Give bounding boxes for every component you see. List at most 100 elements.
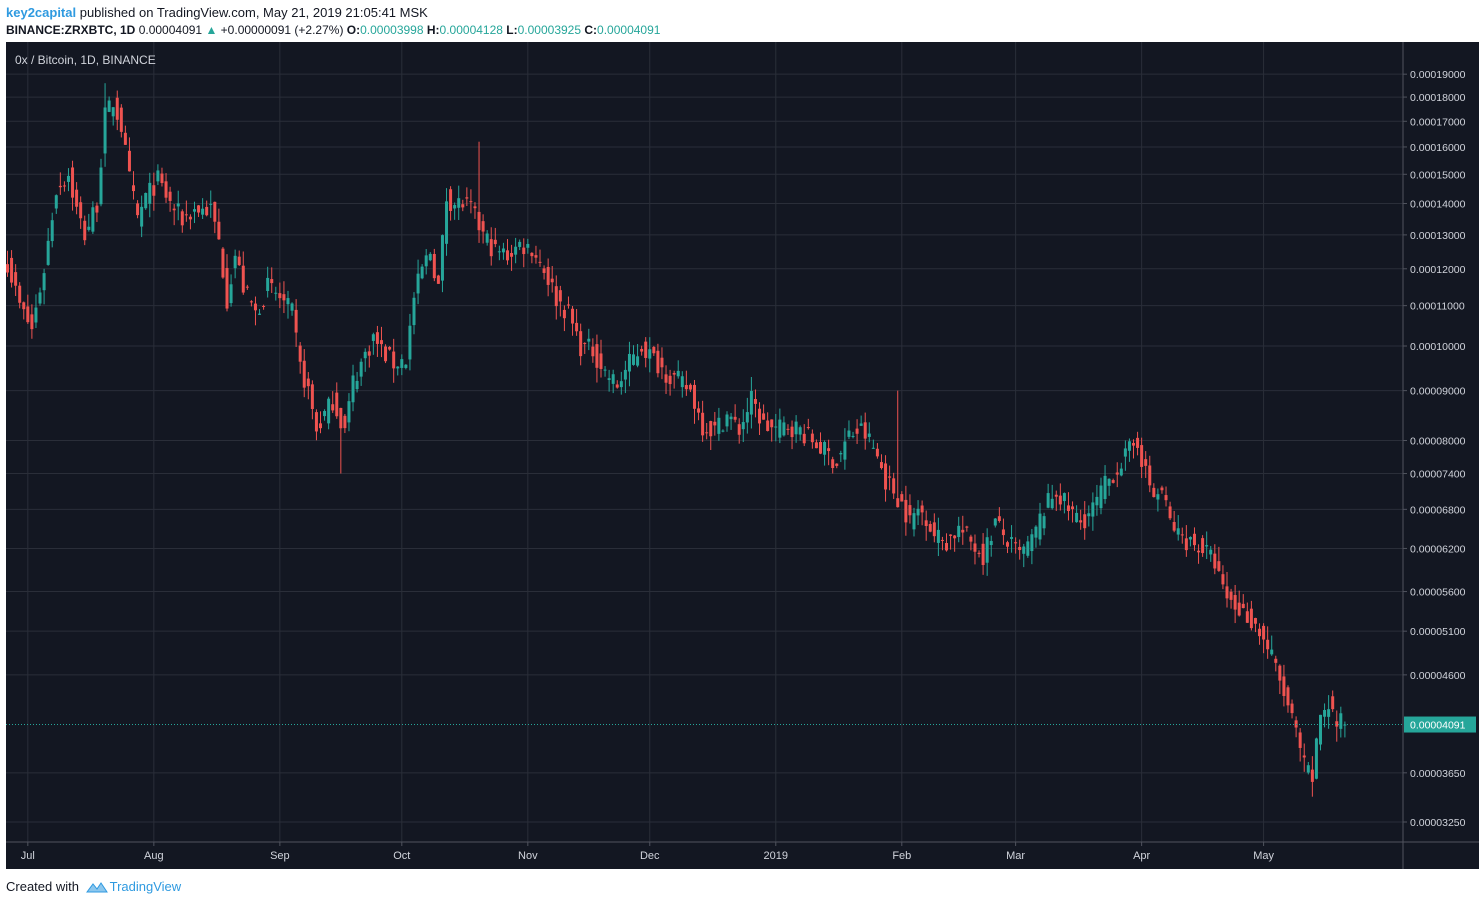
candle-up bbox=[721, 430, 725, 432]
candle-up bbox=[1010, 537, 1014, 539]
candle-up bbox=[741, 422, 745, 430]
candle-up bbox=[1205, 545, 1209, 547]
low-label: L: bbox=[506, 23, 518, 37]
candle-down bbox=[237, 256, 241, 266]
candle-down bbox=[835, 463, 839, 466]
candle-down bbox=[542, 268, 546, 273]
candle-up bbox=[258, 313, 262, 315]
candle-up bbox=[111, 107, 115, 117]
candle-up bbox=[676, 370, 680, 377]
candle-up bbox=[725, 414, 729, 427]
x-tick-label: Aug bbox=[144, 850, 164, 862]
candle-down bbox=[534, 255, 538, 258]
candle-up bbox=[627, 353, 631, 372]
candle-down bbox=[644, 341, 648, 358]
candle-up bbox=[859, 423, 863, 426]
candle-down bbox=[924, 520, 928, 527]
candle-down bbox=[697, 408, 701, 413]
y-tick-label: 0.00017000 bbox=[1410, 116, 1466, 128]
tradingview-brand-link[interactable]: TradingView bbox=[109, 879, 182, 894]
candle-down bbox=[1018, 546, 1022, 551]
candle-up bbox=[1103, 475, 1107, 500]
candle-up bbox=[290, 303, 294, 311]
candle-up bbox=[782, 422, 786, 436]
candle-up bbox=[201, 208, 205, 215]
candle-down bbox=[965, 526, 969, 528]
y-tick-label: 0.00012000 bbox=[1410, 264, 1466, 276]
candle-up bbox=[323, 410, 327, 417]
candle-down bbox=[786, 428, 790, 430]
candle-up bbox=[936, 529, 940, 543]
candle-down bbox=[1140, 445, 1144, 467]
candle-up bbox=[359, 361, 363, 377]
published-text: published on TradingView.com, May 21, 20… bbox=[76, 5, 428, 20]
candle-down bbox=[432, 253, 436, 279]
candle-up bbox=[518, 241, 522, 247]
candle-down bbox=[388, 346, 392, 350]
candle-up bbox=[440, 235, 444, 281]
candle-down bbox=[1302, 755, 1306, 758]
candle-down bbox=[1201, 538, 1205, 554]
ohlc-line: BINANCE:ZRXBTC, 1D 0.00004091 ▲ +0.00000… bbox=[6, 23, 660, 37]
candle-down bbox=[949, 534, 953, 536]
candle-down bbox=[1180, 534, 1184, 536]
candle-down bbox=[469, 201, 473, 203]
candle-up bbox=[912, 513, 916, 530]
candle-up bbox=[648, 349, 652, 359]
candle-down bbox=[493, 239, 497, 245]
candle-up bbox=[867, 433, 871, 437]
candle-down bbox=[668, 375, 672, 385]
candle-down bbox=[310, 384, 314, 409]
candle-down bbox=[522, 247, 526, 255]
candle-down bbox=[1266, 639, 1270, 650]
y-tick-label: 0.00005600 bbox=[1410, 587, 1466, 599]
candle-down bbox=[168, 191, 172, 201]
candle-down bbox=[62, 185, 66, 187]
x-tick-label: Dec bbox=[640, 850, 660, 862]
candle-up bbox=[144, 192, 148, 209]
candle-up bbox=[400, 359, 404, 368]
y-tick-label: 0.00006200 bbox=[1410, 543, 1466, 555]
candle-down bbox=[591, 346, 595, 357]
x-tick-label: 2019 bbox=[764, 850, 788, 862]
candle-down bbox=[384, 346, 388, 362]
high-value: 0.00004128 bbox=[439, 23, 503, 37]
candle-down bbox=[1237, 602, 1241, 616]
candle-down bbox=[197, 205, 201, 213]
candle-down bbox=[672, 373, 676, 375]
candlestick-chart[interactable]: 0.00019000 0.00018000 0.00017000 0.00016000… bbox=[6, 42, 1479, 869]
close-value: 0.00004091 bbox=[597, 23, 661, 37]
candle-down bbox=[953, 535, 957, 539]
candle-down bbox=[1115, 472, 1119, 475]
candle-down bbox=[1290, 703, 1294, 714]
candle-up bbox=[38, 292, 42, 304]
candle-up bbox=[1046, 493, 1050, 508]
candle-down bbox=[770, 419, 774, 428]
candle-down bbox=[538, 261, 542, 263]
candle-up bbox=[424, 255, 428, 267]
candle-down bbox=[863, 422, 867, 439]
candle-down bbox=[713, 421, 717, 426]
candle-down bbox=[217, 221, 221, 240]
low-value: 0.00003925 bbox=[517, 23, 582, 37]
candle-down bbox=[615, 384, 619, 388]
candle-up bbox=[745, 412, 749, 423]
candle-down bbox=[71, 167, 75, 198]
candle-up bbox=[1318, 714, 1322, 745]
chart-area[interactable]: 0.00019000 0.00018000 0.00017000 0.00016000… bbox=[6, 42, 1479, 869]
candle-down bbox=[1066, 505, 1070, 511]
candle-up bbox=[54, 195, 58, 209]
candle-up bbox=[632, 354, 636, 365]
candle-down bbox=[115, 97, 119, 120]
candle-down bbox=[1249, 608, 1253, 629]
candle-up bbox=[209, 203, 213, 205]
candle-up bbox=[396, 366, 400, 369]
y-tick-label: 0.00019000 bbox=[1410, 69, 1466, 81]
candle-down bbox=[733, 416, 737, 420]
candle-down bbox=[831, 459, 835, 469]
candle-down bbox=[1331, 696, 1335, 710]
author-link[interactable]: key2capital bbox=[6, 5, 77, 20]
candle-down bbox=[1233, 595, 1237, 610]
candle-down bbox=[379, 340, 383, 345]
candle-up bbox=[823, 442, 827, 455]
